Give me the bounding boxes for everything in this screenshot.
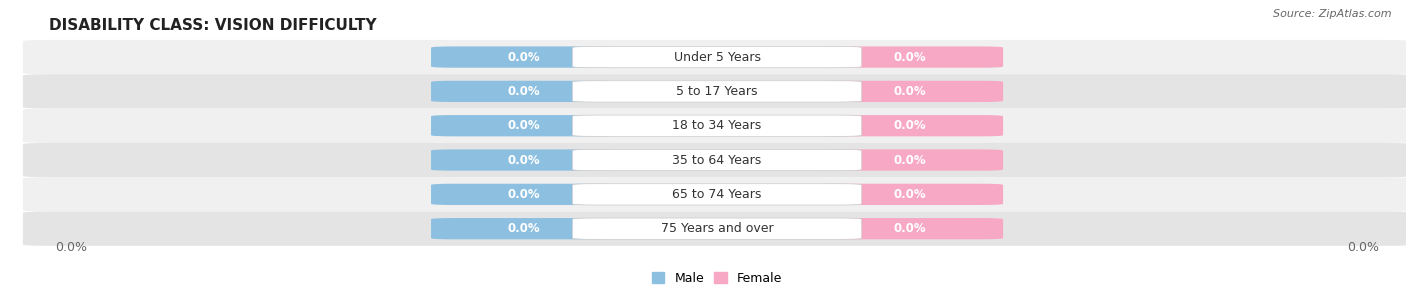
Text: 0.0%: 0.0%: [894, 154, 927, 167]
Text: 0.0%: 0.0%: [508, 222, 540, 235]
Text: 0.0%: 0.0%: [894, 188, 927, 201]
Text: 35 to 64 Years: 35 to 64 Years: [672, 154, 762, 167]
FancyBboxPatch shape: [22, 177, 1406, 212]
FancyBboxPatch shape: [432, 81, 617, 102]
FancyBboxPatch shape: [22, 74, 1406, 109]
Text: 0.0%: 0.0%: [894, 85, 927, 98]
Text: DISABILITY CLASS: VISION DIFFICULTY: DISABILITY CLASS: VISION DIFFICULTY: [49, 18, 377, 33]
FancyBboxPatch shape: [432, 218, 617, 239]
FancyBboxPatch shape: [817, 115, 1002, 136]
FancyBboxPatch shape: [572, 81, 862, 102]
FancyBboxPatch shape: [22, 40, 1406, 74]
Text: 5 to 17 Years: 5 to 17 Years: [676, 85, 758, 98]
Text: 75 Years and over: 75 Years and over: [661, 222, 773, 235]
Text: 0.0%: 0.0%: [508, 188, 540, 201]
Text: Source: ZipAtlas.com: Source: ZipAtlas.com: [1274, 9, 1392, 19]
Text: 0.0%: 0.0%: [508, 154, 540, 167]
Text: 0.0%: 0.0%: [894, 50, 927, 64]
Text: 0.0%: 0.0%: [508, 85, 540, 98]
Text: 0.0%: 0.0%: [55, 241, 87, 254]
FancyBboxPatch shape: [572, 184, 862, 205]
FancyBboxPatch shape: [22, 109, 1406, 143]
FancyBboxPatch shape: [572, 218, 862, 239]
FancyBboxPatch shape: [817, 47, 1002, 68]
FancyBboxPatch shape: [817, 218, 1002, 239]
FancyBboxPatch shape: [817, 184, 1002, 205]
FancyBboxPatch shape: [22, 212, 1406, 246]
FancyBboxPatch shape: [572, 115, 862, 136]
FancyBboxPatch shape: [817, 149, 1002, 171]
Text: 0.0%: 0.0%: [508, 50, 540, 64]
FancyBboxPatch shape: [432, 184, 617, 205]
Text: 0.0%: 0.0%: [894, 119, 927, 132]
FancyBboxPatch shape: [817, 81, 1002, 102]
Legend: Male, Female: Male, Female: [647, 267, 787, 290]
Text: 0.0%: 0.0%: [508, 119, 540, 132]
FancyBboxPatch shape: [432, 115, 617, 136]
FancyBboxPatch shape: [432, 149, 617, 171]
FancyBboxPatch shape: [432, 47, 617, 68]
FancyBboxPatch shape: [22, 143, 1406, 177]
Text: 0.0%: 0.0%: [1347, 241, 1379, 254]
Text: 0.0%: 0.0%: [894, 222, 927, 235]
FancyBboxPatch shape: [572, 149, 862, 171]
Text: 65 to 74 Years: 65 to 74 Years: [672, 188, 762, 201]
FancyBboxPatch shape: [572, 47, 862, 68]
Text: 18 to 34 Years: 18 to 34 Years: [672, 119, 762, 132]
Text: Under 5 Years: Under 5 Years: [673, 50, 761, 64]
